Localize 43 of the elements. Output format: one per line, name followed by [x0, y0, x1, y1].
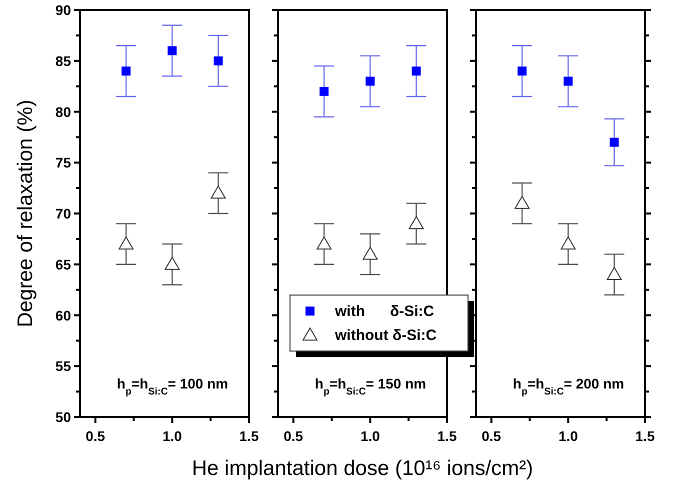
- y-tick-label: 85: [55, 52, 72, 69]
- x-tick-label: 1.0: [360, 428, 380, 444]
- point: [412, 66, 421, 76]
- x-axis-title: He implantation dose (10¹⁶ ions/cm²): [192, 457, 534, 480]
- point: [118, 236, 134, 250]
- point: [514, 196, 530, 209]
- point: [560, 236, 576, 250]
- point: [518, 66, 527, 76]
- point: [320, 86, 329, 96]
- point: [564, 76, 573, 86]
- point: [366, 76, 375, 86]
- point: [362, 246, 378, 260]
- point: [122, 66, 131, 76]
- point: [210, 186, 226, 199]
- y-tick-label: 60: [55, 307, 72, 324]
- y-tick-label: 70: [55, 206, 72, 222]
- x-tick-label: 0.5: [284, 428, 304, 444]
- x-tick-label: 0.5: [86, 428, 106, 444]
- x-tick-label: 1.5: [239, 428, 259, 444]
- y-tick-label: 90: [55, 2, 72, 18]
- y-tick-label: 50: [55, 409, 72, 425]
- point: [168, 46, 177, 56]
- point: [214, 56, 223, 66]
- point: [408, 216, 424, 230]
- annotation: h$_{p}$=h$_{Si:C}$= 100 nm: [116, 376, 228, 398]
- y-tick-label: 65: [55, 256, 72, 272]
- point: [610, 138, 619, 147]
- legend-label: without δ-Si:C: [334, 327, 437, 344]
- y-axis-title: Degree of relaxation (%): [14, 100, 37, 328]
- annotation: h$_{p}$=h$_{Si:C}$= 150 nm: [314, 376, 426, 398]
- y-tick-label: 75: [55, 154, 72, 171]
- x-tick-label: 1.0: [558, 428, 578, 444]
- x-tick-label: 1.5: [635, 428, 655, 444]
- point: [606, 267, 622, 280]
- legend-label: with δ-Si:C: [334, 303, 434, 320]
- annotation: h$_{p}$=h$_{Si:C}$= 200 nm: [512, 376, 624, 398]
- x-tick-label: 0.5: [482, 428, 502, 444]
- x-tick-label: 1.0: [162, 428, 182, 444]
- point: [164, 256, 180, 270]
- point: [316, 236, 332, 250]
- y-tick-label: 80: [55, 104, 72, 120]
- x-tick-label: 1.5: [437, 428, 457, 444]
- y-tick-label: 55: [55, 358, 72, 374]
